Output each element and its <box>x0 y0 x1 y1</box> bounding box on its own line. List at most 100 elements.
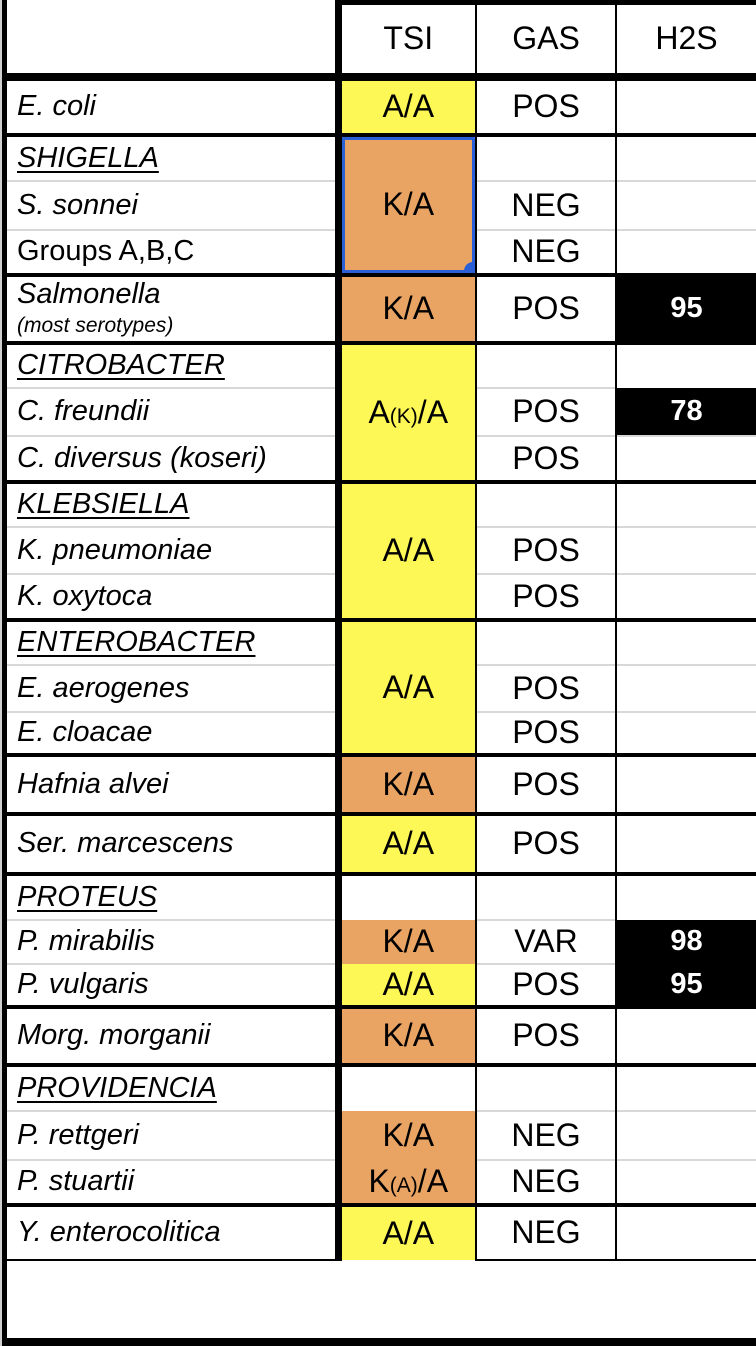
h2s-cell[interactable] <box>616 617 756 665</box>
gas-cell[interactable]: POS <box>476 710 617 755</box>
organism-name-cell[interactable]: P. vulgaris <box>7 962 342 1007</box>
gas-cell[interactable]: NEG <box>476 1158 617 1205</box>
organism-name-cell[interactable]: C. diversus (koseri) <box>7 434 342 482</box>
h2s-cell[interactable]: 95 <box>616 272 756 343</box>
gas-cell[interactable]: NEG <box>476 228 617 275</box>
organism-name-cell[interactable]: S. sonnei <box>7 179 342 230</box>
table-row: S. sonnei NEG <box>7 179 756 230</box>
h2s-cell[interactable] <box>616 871 756 920</box>
genus-name: CITROBACTER <box>17 349 225 381</box>
gas-cell[interactable] <box>476 617 617 665</box>
h2s-cell[interactable] <box>616 434 756 482</box>
gas-cell[interactable]: POS <box>476 386 617 436</box>
header-organism-cell[interactable] <box>7 2 342 81</box>
tsi-cell[interactable]: A/A <box>338 811 477 874</box>
gas-cell[interactable]: NEG <box>476 179 617 230</box>
tsi-cell[interactable]: A/A <box>338 76 477 135</box>
tsi-cell[interactable] <box>338 1062 477 1111</box>
organism-name-cell[interactable]: Hafnia alvei <box>7 752 342 814</box>
tsi-cell[interactable]: A/A <box>338 963 477 1007</box>
table-row: PROVIDENCIA <box>7 1062 756 1111</box>
gas-cell[interactable] <box>476 479 617 527</box>
organism-name-cell[interactable]: Salmonella (most serotypes) <box>7 272 342 343</box>
header-gas-cell[interactable]: GAS <box>476 0 617 81</box>
tsi-cell[interactable]: K/A <box>338 919 477 964</box>
gas-cell[interactable]: POS <box>476 572 617 620</box>
tsi-cell[interactable]: K/A <box>338 1004 477 1065</box>
gas-cell[interactable]: NEG <box>476 1202 617 1261</box>
gas-cell[interactable]: POS <box>476 962 617 1007</box>
gas-cell[interactable]: POS <box>476 76 617 135</box>
organism-name-cell[interactable]: P. stuartii <box>7 1158 342 1205</box>
gas-value: POS <box>512 290 580 326</box>
tsi-cell[interactable]: K/A <box>338 752 477 814</box>
genus-name-cell[interactable]: ENTEROBACTER <box>7 617 342 665</box>
h2s-cell[interactable] <box>616 340 756 388</box>
gas-cell[interactable]: POS <box>476 811 617 874</box>
tsi-cell[interactable]: A/A <box>338 479 477 620</box>
tsi-value: K/A <box>382 186 435 222</box>
tsi-value-sub: (A) <box>389 1173 418 1197</box>
gas-cell[interactable]: POS <box>476 525 617 574</box>
organism-name-cell[interactable]: P. rettgeri <box>7 1109 342 1160</box>
organism-name-cell[interactable]: Ser. marcescens <box>7 811 342 874</box>
h2s-cell[interactable] <box>616 479 756 527</box>
gas-cell[interactable] <box>476 871 617 920</box>
organism-name-cell[interactable]: K. oxytoca <box>7 572 342 620</box>
organism-name-cell[interactable]: E. coli <box>7 76 342 135</box>
h2s-cell[interactable] <box>616 525 756 574</box>
organism-name-cell[interactable]: E. aerogenes <box>7 663 342 712</box>
h2s-cell[interactable] <box>616 77 756 135</box>
h2s-cell[interactable]: 78 <box>616 387 756 436</box>
organism-name-cell[interactable]: Y. enterocolitica <box>7 1202 342 1261</box>
tsi-cell[interactable] <box>338 871 477 920</box>
tsi-cell[interactable]: A/A <box>338 617 477 755</box>
header-h2s-cell[interactable]: H2S <box>616 0 756 81</box>
genus-name-cell[interactable]: PROTEUS <box>7 871 342 920</box>
header-tsi-cell[interactable]: TSI <box>338 0 477 81</box>
h2s-cell[interactable] <box>616 1109 756 1160</box>
organism-name-cell[interactable]: Morg. morganii <box>7 1004 342 1065</box>
h2s-cell[interactable]: 95 <box>616 963 756 1007</box>
genus-name-cell[interactable]: SHIGELLA <box>7 132 342 181</box>
h2s-cell[interactable] <box>616 811 756 874</box>
organism-name: Morg. morganii <box>17 1019 211 1051</box>
h2s-cell[interactable]: 98 <box>616 919 756 964</box>
genus-name-cell[interactable]: PROVIDENCIA <box>7 1062 342 1111</box>
tsi-cell[interactable]: K(A)/A <box>338 1159 477 1205</box>
genus-name-cell[interactable]: CITROBACTER <box>7 340 342 388</box>
gas-cell[interactable] <box>476 340 617 388</box>
tsi-cell-selected[interactable]: K/A <box>338 132 477 275</box>
organism-name-cell[interactable]: C. freundii <box>7 386 342 436</box>
h2s-cell[interactable] <box>616 132 756 181</box>
gas-cell[interactable]: NEG <box>476 1109 617 1160</box>
h2s-cell[interactable] <box>616 752 756 814</box>
h2s-cell[interactable] <box>616 1202 756 1261</box>
organism-name-cell[interactable]: E. cloacae <box>7 710 342 755</box>
gas-cell[interactable]: POS <box>476 434 617 482</box>
h2s-cell[interactable] <box>616 572 756 620</box>
tsi-cell[interactable]: K/A <box>338 272 477 343</box>
h2s-cell[interactable] <box>616 663 756 712</box>
h2s-cell[interactable] <box>616 1062 756 1111</box>
organism-name-cell[interactable]: K. pneumoniae <box>7 525 342 574</box>
genus-name-cell[interactable]: KLEBSIELLA <box>7 479 342 527</box>
h2s-cell[interactable] <box>616 1158 756 1205</box>
gas-cell[interactable] <box>476 132 617 181</box>
tsi-cell[interactable]: A(K)/A <box>338 340 477 482</box>
selection-handle[interactable] <box>464 261 474 275</box>
organism-name-cell[interactable]: P. mirabilis <box>7 918 342 964</box>
gas-cell[interactable]: POS <box>476 272 617 343</box>
gas-cell[interactable] <box>476 1062 617 1111</box>
h2s-cell[interactable] <box>616 710 756 755</box>
gas-cell[interactable]: POS <box>476 752 617 814</box>
organism-name-cell[interactable]: Groups A,B,C <box>7 228 342 275</box>
tsi-cell[interactable]: A/A <box>338 1202 477 1260</box>
h2s-cell[interactable] <box>616 1004 756 1065</box>
h2s-cell[interactable] <box>616 228 756 275</box>
gas-cell[interactable]: VAR <box>476 918 617 964</box>
gas-cell[interactable]: POS <box>476 1004 617 1065</box>
gas-cell[interactable]: POS <box>476 663 617 712</box>
h2s-cell[interactable] <box>616 179 756 230</box>
tsi-cell[interactable]: K/A <box>338 1110 477 1160</box>
